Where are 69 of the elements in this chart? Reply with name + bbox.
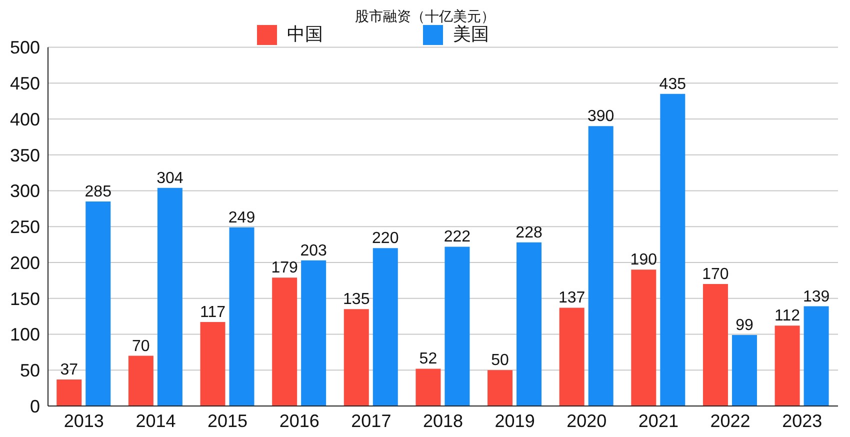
bar xyxy=(272,278,298,406)
data-label: 190 xyxy=(630,252,658,269)
y-tick-label: 50 xyxy=(20,360,40,381)
y-tick-label: 0 xyxy=(30,396,40,416)
data-label: 222 xyxy=(444,228,471,246)
bar xyxy=(702,284,728,406)
x-tick-label: 2022 xyxy=(710,410,750,431)
y-tick-label: 250 xyxy=(10,217,40,238)
bar xyxy=(732,334,757,406)
data-label: 249 xyxy=(228,209,256,226)
bar xyxy=(488,370,513,406)
x-tick-label: 2015 xyxy=(208,410,248,431)
x-tick-label: 2017 xyxy=(351,410,392,431)
bar xyxy=(301,260,326,406)
x-tick-label: 2016 xyxy=(279,410,320,431)
y-tick-label: 500 xyxy=(10,38,40,58)
bar xyxy=(804,306,829,406)
data-label: 203 xyxy=(300,242,328,260)
bar xyxy=(516,242,542,406)
data-label: 220 xyxy=(372,230,399,248)
x-tick-label: 2014 xyxy=(136,410,176,431)
bar xyxy=(56,379,82,406)
x-tick-label: 2018 xyxy=(422,410,464,431)
bar xyxy=(660,94,686,406)
bar xyxy=(631,270,656,406)
y-tick-label: 200 xyxy=(10,252,40,273)
data-label: 112 xyxy=(774,308,800,325)
chart-title: 股市融资（十亿美元） xyxy=(354,8,496,24)
data-label: 50 xyxy=(491,352,510,370)
bar xyxy=(229,227,254,406)
data-label: 99 xyxy=(736,316,754,334)
y-tick-label: 150 xyxy=(10,288,40,309)
data-label: 37 xyxy=(60,361,78,378)
data-label: 170 xyxy=(702,266,729,284)
data-label: 70 xyxy=(132,338,150,355)
legend-label: 美国 xyxy=(453,24,489,44)
bar xyxy=(559,308,584,406)
bar xyxy=(128,356,154,406)
x-tick-label: 2019 xyxy=(494,410,535,431)
data-label: 117 xyxy=(200,304,226,322)
bar xyxy=(774,326,800,406)
y-tick-label: 400 xyxy=(10,109,40,130)
y-tick-label: 100 xyxy=(10,324,40,345)
x-tick-label: 2023 xyxy=(782,410,822,431)
x-tick-label: 2021 xyxy=(638,410,678,431)
bar xyxy=(157,188,182,406)
data-label: 135 xyxy=(343,291,370,308)
bar xyxy=(200,322,226,406)
y-tick-label: 450 xyxy=(10,74,40,94)
bar xyxy=(86,202,111,406)
bar xyxy=(444,246,470,406)
data-label: 435 xyxy=(659,76,686,93)
bar xyxy=(588,126,614,406)
data-label: 52 xyxy=(419,350,438,368)
data-label: 179 xyxy=(271,260,298,277)
data-label: 285 xyxy=(84,184,112,201)
bar xyxy=(416,368,441,406)
x-tick-label: 2013 xyxy=(64,410,104,431)
y-tick-label: 300 xyxy=(10,181,40,202)
bar xyxy=(372,248,398,406)
data-label: 390 xyxy=(587,108,614,126)
bar xyxy=(344,309,369,406)
data-label: 304 xyxy=(156,170,184,187)
data-label: 137 xyxy=(558,290,586,307)
x-tick-label: 2020 xyxy=(566,410,607,431)
legend-label: 中国 xyxy=(287,24,323,44)
data-label: 228 xyxy=(516,224,542,242)
data-label: 139 xyxy=(802,288,830,306)
y-tick-label: 350 xyxy=(10,145,40,166)
